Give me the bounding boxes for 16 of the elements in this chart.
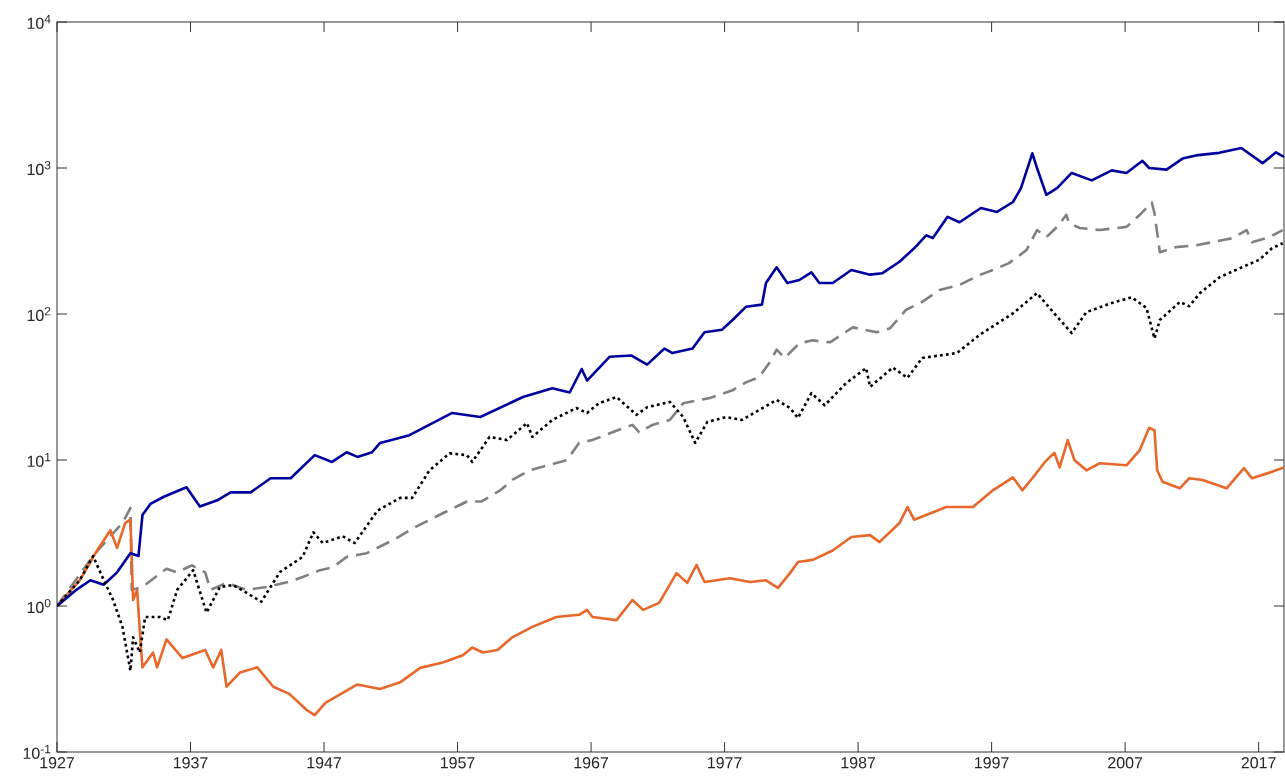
y-tick-label: 10$^{0}$ bbox=[27, 598, 51, 614]
x-tick-label: 1957 bbox=[440, 757, 475, 769]
x-tick-label: 1997 bbox=[975, 757, 1009, 769]
x-tick-label: 2017 bbox=[1241, 757, 1276, 769]
x-tick-label: 2007 bbox=[1108, 757, 1143, 769]
y-tick-label: 10$^{3}$ bbox=[27, 160, 51, 176]
y-tick-label: 10$^{1}$ bbox=[27, 452, 51, 468]
x-tick-label: 1987 bbox=[841, 757, 876, 769]
y-tick-label: 10$^{2}$ bbox=[27, 306, 51, 322]
y-tick-label: 10$^{4}$ bbox=[27, 14, 51, 30]
line-series bbox=[57, 242, 1284, 673]
x-tick-label: 1947 bbox=[307, 757, 342, 769]
x-tick-label: 1967 bbox=[574, 757, 609, 769]
x-tick-label: 1937 bbox=[173, 757, 208, 769]
x-tick-label: 1977 bbox=[708, 757, 742, 769]
line-series bbox=[57, 426, 1284, 717]
